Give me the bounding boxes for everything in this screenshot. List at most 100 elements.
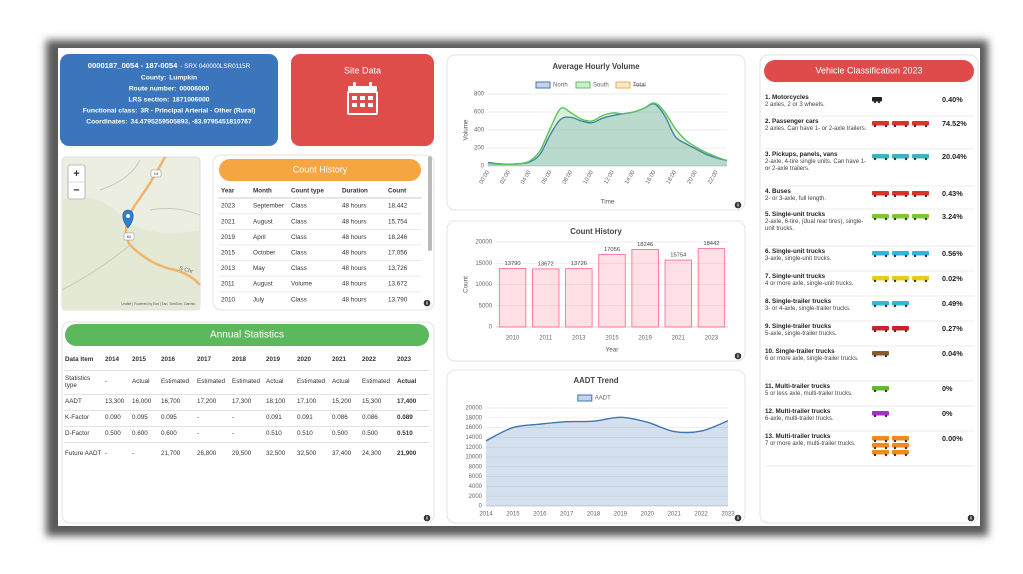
table-cell: 13,790 [388,296,408,303]
y-tick-label: 8000 [469,464,483,470]
site-info-label: Functional class: [83,107,138,114]
vehicle-icon-wheel [873,124,877,128]
vehicle-icon-wheel [873,279,877,283]
legend-label: AADT [595,396,611,402]
table-header: Count type [291,188,324,195]
annual-cell: 18,100 [265,393,296,410]
vehicle-text-block: 12. Multi-trailer trucks 6-axle, multi-tr… [765,408,867,423]
vehicle-icon-wheel [884,453,888,457]
vehicle-icon-wheel [924,217,928,221]
vehicle-icon [912,154,929,159]
y-tick-label: 10000 [475,282,492,288]
vehicle-icon-wheel [904,439,908,443]
site-id-line: 0000187_0054 - 187-0054- SRX 040000LSR01… [88,61,251,70]
bar-value-label: 17056 [604,247,620,253]
table-cell: 18,246 [388,234,408,241]
vehicle-icon-wheel [873,354,877,358]
area-fill [486,417,728,506]
vehicle-icon-wheel [873,453,877,457]
vehicle-icon-wheel [884,389,888,393]
annual-cell: 37,400 [331,441,361,464]
annual-cell: - [231,409,265,426]
site-info-value: 3R - Principal Arterial - Other (Rural) [140,107,255,114]
legend-swatch [535,81,551,89]
vehicle-icon-wheel [884,254,888,258]
annual-cell: 13,300 [104,393,131,410]
vehicle-icon [872,154,889,159]
annual-cell: 0.086 [361,409,396,426]
vehicle-share: 0.43% [942,189,963,198]
vehicle-icon-wheel [904,446,908,450]
table-cell: 2019 [221,234,236,241]
vehicle-description: 2 axles, 2 or 3 wheels. [765,101,825,108]
vehicle-icon-wheel [884,194,888,198]
site-info-line: Functional class: 3R - Principal Arterial… [83,107,256,114]
vehicle-icon-wheel [893,254,897,258]
annual-cell: Estimated [296,369,331,394]
vehicle-icon-wheel [904,124,908,128]
vehicle-icon-wheel [873,254,877,258]
vehicle-text-block: 8. Single-trailer trucks 3- or 4-axle, si… [765,298,867,313]
annual-cell: 0.086 [331,409,361,426]
bar [565,268,593,328]
table-cell: 48 hours [342,296,367,303]
annual-row: K-Factor 0.090 0.095 0.095- -0.091 0.091 0.086… [64,409,429,426]
vehicle-text-block: 9. Single-trailer trucks 5-axle, single-t… [765,323,867,338]
vehicle-text-block: 11. Multi-trailer trucks 5 or less axle, … [765,383,867,398]
vehicle-icon [872,386,889,391]
site-info-label: County: [141,74,166,81]
table-header: Count [388,188,407,195]
vehicle-icon-wheel [873,439,877,443]
vehicle-description: 5 or less axle, multi-trailer trucks. [765,390,853,397]
vehicle-icon-wheel [873,329,877,333]
vehicle-share: 0.49% [942,299,963,308]
vehicle-name: 11. Multi-trailer trucks [765,383,831,390]
annual-cell: - [231,425,265,442]
map-marker[interactable] [122,209,134,229]
scrollbar[interactable] [428,156,432,251]
zoom-in: + [73,168,79,180]
table-cell: 48 hours [342,249,367,256]
x-tick-label: 2020 [641,512,655,518]
vehicle-icon-wheel [893,439,897,443]
vehicle-icon [892,443,909,448]
annual-cell: 0.510 [296,425,331,442]
annual-cell: 15,300 [361,393,396,410]
annual-cell: K-Factor [64,409,104,426]
y-tick-label: 10000 [465,455,482,461]
vehicle-icon [892,191,909,196]
site-data-label[interactable]: Site Data [344,65,381,75]
site-info-line: Route number: 00006000 [129,85,210,92]
info-icon-glyph [426,302,428,305]
table-cell: August [253,218,273,225]
vehicle-icon [872,214,889,219]
site-info-box [60,54,278,146]
table-cell: 2021 [221,218,236,225]
annual-row: D-Factor 0.500 0.600 0.600- -0.510 0.510 0.500… [64,425,429,442]
vehicle-icon-wheel [873,446,877,450]
info-icon-glyph [426,300,428,302]
y-tick-label: 20000 [475,240,492,246]
table-cell: 2013 [221,265,236,272]
annual-cell: - [131,441,160,464]
y-tick-label: 6000 [469,474,483,480]
zoom-out: − [73,184,79,196]
bar-value-label: 13672 [538,261,554,267]
bar [664,259,692,328]
vehicle-icon [892,276,909,281]
vehicle-icon-wheel [924,194,928,198]
site-info-label: Coordinates: [86,118,127,125]
table-cell: 48 hours [342,218,367,225]
vehicle-share: 3.24% [942,212,963,221]
annual-cell: - [196,409,231,426]
annual-cell: - [104,369,131,394]
annual-cell: 0.500 [361,425,396,442]
vehicle-text-block: 1. Motorcycles 2 axles, 2 or 3 wheels. [765,94,867,109]
